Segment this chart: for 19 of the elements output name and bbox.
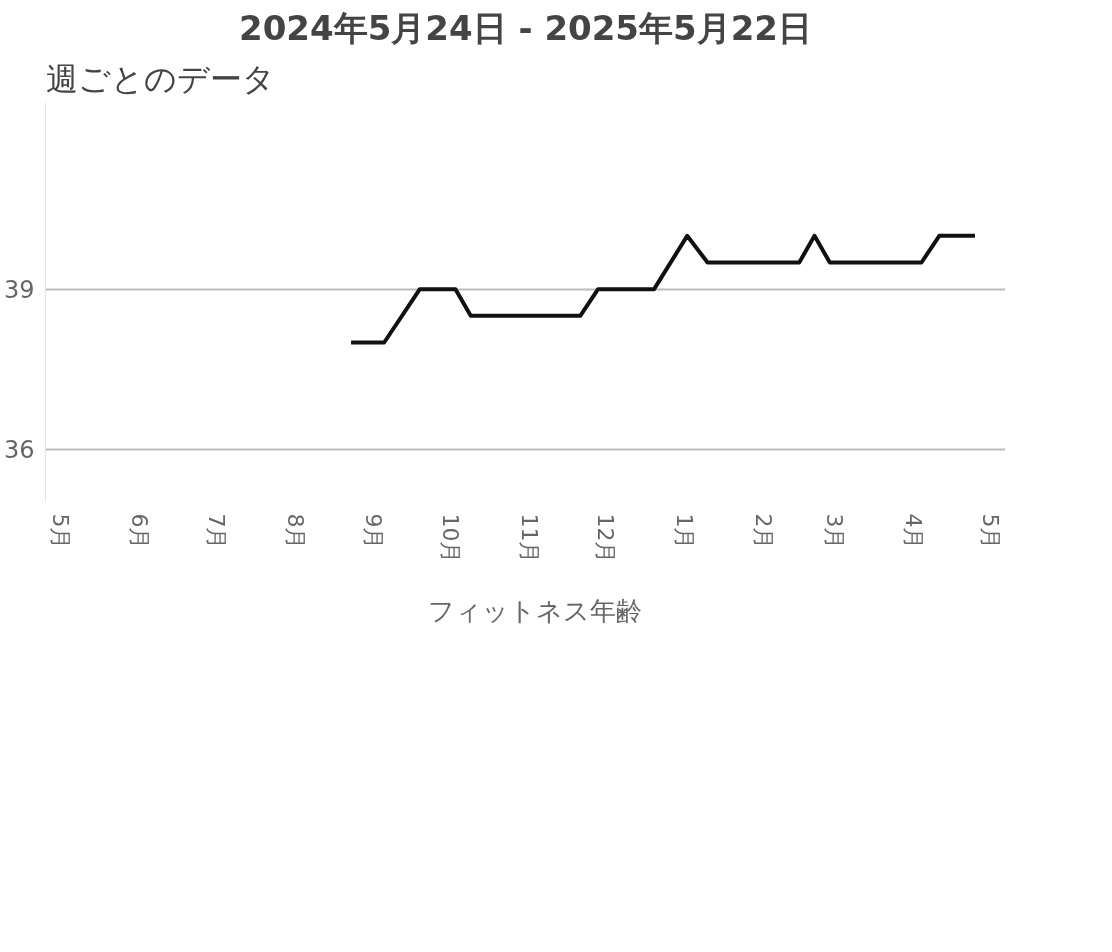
x-tick-label: 9月: [361, 513, 387, 550]
x-tick-label: 11月: [516, 513, 542, 564]
x-tick-label: 5月: [48, 513, 74, 550]
x-tick-label: 7月: [203, 513, 229, 550]
x-tick-label: 8月: [282, 513, 308, 550]
x-tick-label: 1月: [672, 513, 698, 550]
text: フィットネス年齢: [428, 594, 642, 628]
x-tick-label: 10月: [437, 513, 463, 564]
x-tick-label: 5月: [977, 513, 1003, 550]
y-tick-label: 36: [3, 436, 35, 465]
x-tick-label: 2月: [751, 513, 777, 550]
chart-title: 2024年5月24日 - 2025年5月22日: [239, 7, 813, 48]
x-tick-label: 4月: [901, 513, 927, 550]
line-series: [349, 233, 977, 345]
chart-subtitle: 週ごとのデータ: [45, 59, 275, 98]
y-tick-label: 39: [3, 276, 35, 305]
x-tick-label: 6月: [127, 513, 153, 550]
x-tick-label: 12月: [593, 513, 619, 564]
x-tick-label: 3月: [822, 513, 848, 550]
